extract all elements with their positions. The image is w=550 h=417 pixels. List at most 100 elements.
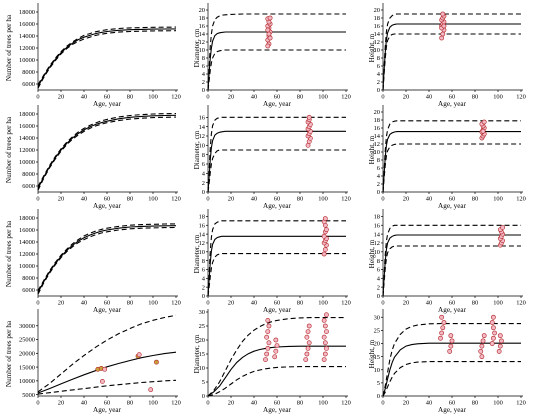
x-tick-label: 40 (81, 94, 87, 101)
y-tick-label: 20 (199, 337, 205, 344)
y-tick-label: 5000 (22, 392, 35, 399)
x-tick-label: 120 (516, 196, 526, 203)
x-axis-label: Age, year (93, 406, 122, 414)
x-tick-label: 60 (274, 400, 280, 407)
x-tick-label: 60 (449, 94, 455, 101)
y-tick-label: 14 (199, 124, 206, 131)
observation-point (481, 333, 487, 339)
y-tick-label: 14000 (19, 135, 35, 142)
observation-point (478, 348, 484, 354)
series-line-3 (207, 49, 346, 91)
y-tick-label: 0 (202, 87, 205, 94)
series-line-1 (382, 224, 521, 297)
x-tick-label: 80 (297, 94, 303, 101)
y-tick-label: 10000 (19, 263, 35, 270)
y-tick-label: 6 (377, 267, 380, 274)
y-tick-label: 5 (202, 379, 205, 386)
x-tick-label: 0 (206, 196, 209, 203)
observation-point (266, 340, 272, 346)
x-tick-label: 20 (403, 300, 409, 307)
series-line-1 (207, 220, 346, 297)
series-line-1 (37, 223, 177, 291)
x-tick-label: 20 (228, 400, 234, 407)
observation-point (102, 366, 108, 372)
observation-point (305, 345, 311, 351)
series-line-3 (382, 245, 521, 297)
y-tick-label: 18000 (19, 215, 35, 222)
y-axis-label: Height, m (368, 135, 376, 164)
x-tick-label: 0 (206, 94, 209, 101)
x-tick-label: 20 (58, 196, 64, 203)
series-line-2 (207, 130, 346, 193)
x-tick-label: 120 (171, 400, 181, 407)
y-tick-label: 30 (199, 309, 205, 316)
series-line-3 (382, 361, 521, 397)
series-line-1 (382, 120, 521, 193)
y-axis-label: Diameter, cm (193, 130, 201, 169)
y-tick-label: 12 (374, 39, 380, 46)
x-axis-label: Age, year (263, 202, 292, 210)
observation-point (490, 314, 496, 320)
series-line-3 (37, 226, 177, 295)
y-tick-label: 10000 (19, 159, 35, 166)
y-tick-label: 14000 (19, 33, 35, 40)
x-tick-label: 100 (493, 300, 503, 307)
x-tick-label: 100 (493, 196, 503, 203)
y-tick-label: 14 (374, 31, 381, 38)
x-tick-label: 80 (472, 94, 478, 101)
observation-point (304, 351, 310, 357)
y-tick-label: 10 (374, 149, 380, 156)
y-tick-label: 15 (374, 354, 380, 361)
x-tick-label: 0 (381, 196, 384, 203)
observation-point (265, 43, 271, 49)
x-tick-label: 100 (148, 300, 158, 307)
y-tick-label: 8000 (22, 171, 35, 178)
series-line-2 (37, 114, 177, 189)
observation-point (306, 323, 312, 329)
observation-point (439, 35, 445, 41)
y-tick-label: 10 (374, 367, 380, 374)
y-tick-label: 10 (199, 249, 205, 256)
x-axis-label: Age, year (93, 100, 122, 108)
y-axis-label: Diameter, cm (193, 28, 201, 67)
series-line-2 (207, 235, 346, 297)
y-axis-label: Diameter, cm (193, 334, 201, 373)
x-tick-label: 0 (206, 400, 209, 407)
y-tick-label: 8 (377, 157, 380, 164)
observation-point (447, 348, 453, 354)
x-tick-label: 120 (516, 300, 526, 307)
x-tick-label: 60 (274, 94, 280, 101)
y-tick-label: 8 (202, 258, 205, 265)
chart-r2c1: 0 20 40 60 80 100 120 6000 8000 10000 12000 14000 16… (5, 105, 181, 210)
x-tick-label: 0 (206, 300, 209, 307)
y-tick-label: 4 (202, 71, 206, 78)
y-tick-label: 20 (199, 7, 205, 14)
chart-r1c1: 0 20 40 60 80 100 120 6000 8000 10000 12000 14000 16… (5, 3, 181, 108)
observation-point (265, 27, 271, 33)
x-tick-label: 20 (403, 196, 409, 203)
observation-point (496, 348, 502, 354)
x-tick-label: 120 (171, 300, 181, 307)
x-tick-label: 120 (341, 94, 351, 101)
observation-point (481, 119, 487, 125)
observation-point (306, 114, 312, 120)
observation-point (154, 359, 159, 365)
series-line-2 (207, 31, 346, 91)
x-tick-label: 120 (341, 400, 351, 407)
x-tick-label: 120 (516, 94, 526, 101)
x-tick-label: 80 (297, 300, 303, 307)
series-line-1 (382, 323, 521, 397)
observation-point (440, 31, 446, 37)
x-tick-label: 20 (228, 300, 234, 307)
observation-point (439, 314, 445, 320)
chart-r3c1: 0 20 40 60 80 100 120 6000 8000 10000 12000 14000 16… (5, 209, 181, 314)
y-tick-label: 0 (377, 293, 380, 300)
y-tick-label: 6 (202, 267, 205, 274)
series-line-1 (207, 317, 346, 397)
observation-point (266, 323, 272, 329)
x-tick-label: 40 (251, 400, 257, 407)
x-tick-label: 0 (36, 94, 39, 101)
x-tick-label: 40 (251, 300, 257, 307)
x-tick-label: 80 (472, 400, 478, 407)
